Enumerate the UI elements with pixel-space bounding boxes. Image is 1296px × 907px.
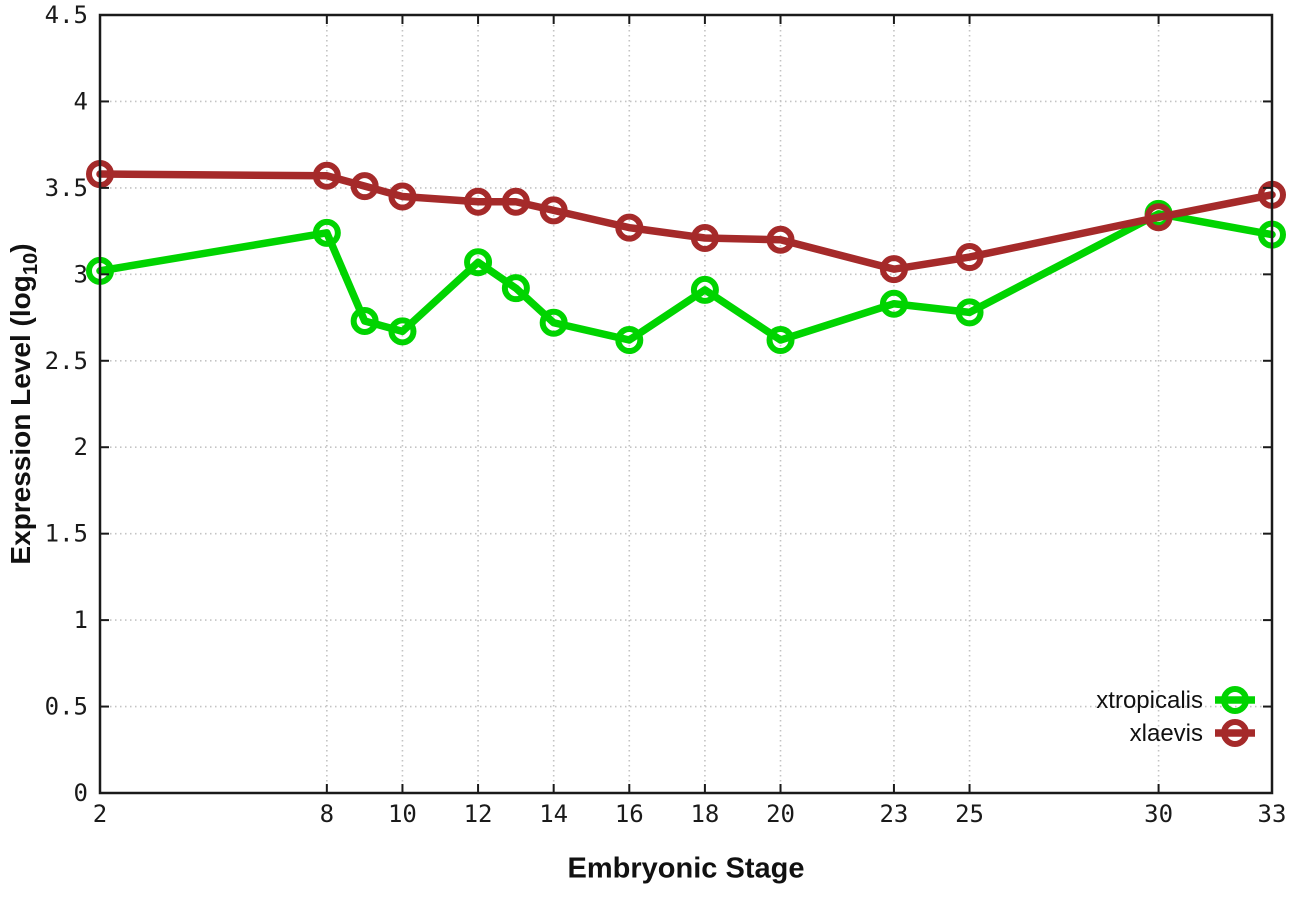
- x-axis-title: Embryonic Stage: [567, 852, 805, 885]
- y-tick-label: 0: [74, 779, 88, 807]
- x-tick-label: 25: [955, 800, 984, 828]
- data-point-xlaevis-stage-12: [464, 187, 493, 216]
- x-tick-label: 2: [93, 800, 107, 828]
- data-point-xtropicalis-stage-8: [312, 218, 341, 247]
- y-tick-label: 3: [74, 260, 88, 288]
- y-tick-label: 2.5: [45, 347, 88, 375]
- y-tick-label: 2: [74, 433, 88, 461]
- y-tick-label: 1: [74, 606, 88, 634]
- data-point-xlaevis-stage-9: [350, 172, 379, 201]
- data-point-xtropicalis-stage-10: [388, 317, 417, 346]
- x-tick-label: 16: [615, 800, 644, 828]
- legend-marker-xlaevis-icon: [1221, 719, 1249, 747]
- y-axis-title: Expression Level (log10): [5, 243, 43, 564]
- data-point-xlaevis-stage-30: [1144, 203, 1173, 232]
- legend-marker-xtropicalis-icon: [1221, 686, 1249, 714]
- data-point-xlaevis-stage-10: [388, 182, 417, 211]
- data-point-xtropicalis-stage-20: [766, 326, 795, 355]
- data-point-xtropicalis-stage-18: [690, 275, 719, 304]
- data-point-xtropicalis-stage-14: [539, 308, 568, 337]
- y-tick-label: 3.5: [45, 174, 88, 202]
- x-tick-label: 23: [879, 800, 908, 828]
- y-axis-title-subscript: 10: [19, 252, 42, 276]
- data-point-xlaevis-stage-20: [766, 225, 795, 254]
- data-point-xtropicalis-stage-13: [501, 274, 530, 303]
- y-tick-label: 0.5: [45, 693, 88, 721]
- x-tick-label: 14: [539, 800, 568, 828]
- data-point-xlaevis-stage-13: [501, 187, 530, 216]
- x-tick-label: 8: [320, 800, 334, 828]
- plot-border: [98, 13, 1274, 795]
- data-point-xlaevis-stage-25: [955, 243, 984, 272]
- data-point-xlaevis-stage-8: [312, 161, 341, 190]
- data-point-xlaevis-stage-23: [879, 255, 908, 284]
- y-axis-title-suffix: ): [5, 243, 37, 253]
- y-tick-label: 1.5: [45, 520, 88, 548]
- data-point-xtropicalis-stage-12: [464, 248, 493, 277]
- y-tick-label: 4.5: [45, 1, 88, 29]
- x-tick-label: 18: [690, 800, 719, 828]
- data-point-xtropicalis-stage-23: [879, 289, 908, 318]
- data-point-xlaevis-stage-14: [539, 196, 568, 225]
- x-tick-label: 33: [1258, 800, 1287, 828]
- data-point-xtropicalis-stage-9: [350, 307, 379, 336]
- y-tick-label: 4: [74, 87, 88, 115]
- data-point-xtropicalis-stage-16: [615, 326, 644, 355]
- x-tick-label: 12: [464, 800, 493, 828]
- data-point-xlaevis-stage-18: [690, 224, 719, 253]
- x-tick-label: 30: [1144, 800, 1173, 828]
- legend-label-xtropicalis: xtropicalis: [1096, 687, 1203, 714]
- x-tick-label: 10: [388, 800, 417, 828]
- y-axis-title-text: Expression Level (log: [5, 275, 37, 565]
- data-point-xtropicalis-stage-25: [955, 298, 984, 327]
- x-tick-label: 20: [766, 800, 795, 828]
- legend-label-xlaevis: xlaevis: [1130, 720, 1203, 747]
- data-point-xlaevis-stage-16: [615, 213, 644, 242]
